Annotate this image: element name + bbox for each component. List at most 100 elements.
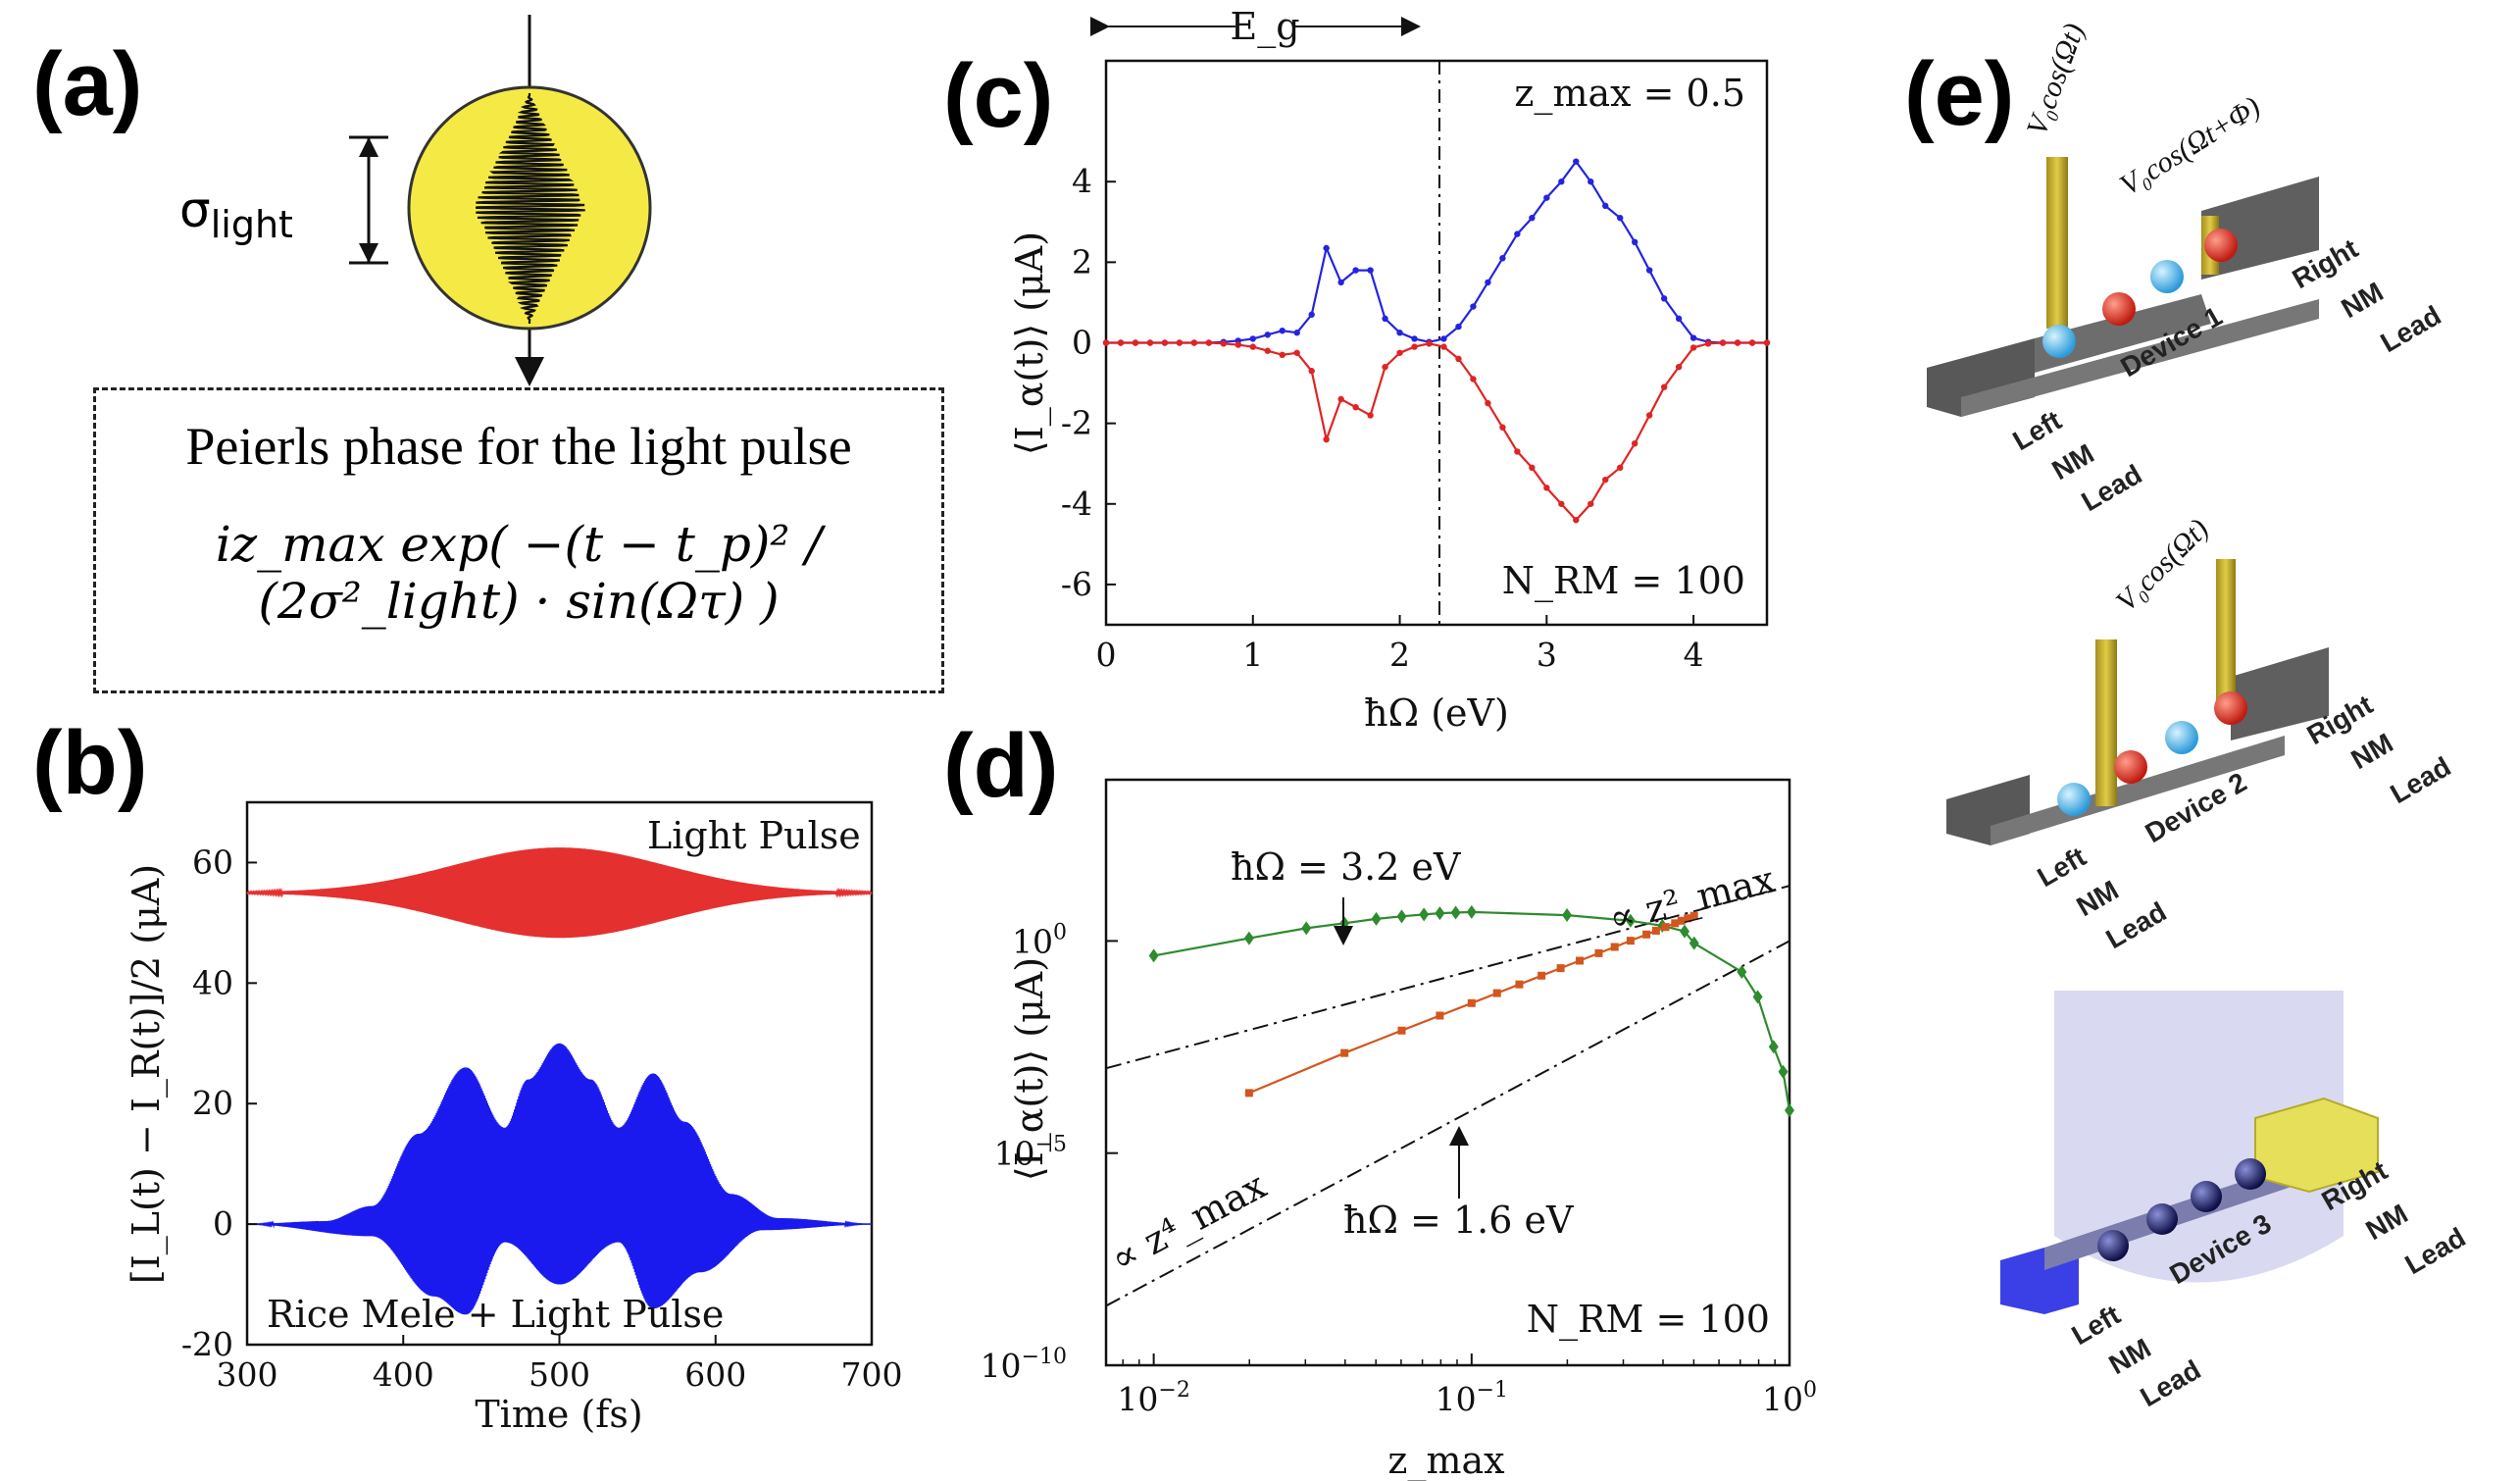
- square-point: [1677, 916, 1686, 925]
- point-I_L: [1645, 267, 1653, 274]
- device-2-left: Left: [2033, 842, 2092, 894]
- series-line: [1153, 910, 1791, 1111]
- diamond-point: [1752, 990, 1763, 1004]
- point-I_R: [1602, 476, 1609, 484]
- panel-c-xlabel: ħΩ (eV): [1364, 691, 1509, 735]
- y-tick-label: -6: [1061, 565, 1092, 603]
- panel-label-d: (d): [943, 716, 1059, 816]
- device-1-nm: NM: [2047, 438, 2099, 486]
- diamond-point: [1396, 909, 1407, 924]
- point-I_R: [1689, 344, 1697, 351]
- x-tick-label: 4: [1684, 636, 1704, 674]
- square-point: [1661, 923, 1670, 932]
- z4-guide-label: ∝ z⁴_max: [1104, 1163, 1274, 1282]
- y-tick-exp: 0: [1053, 920, 1067, 945]
- point-I_R: [1660, 383, 1668, 390]
- point-I_R: [1308, 368, 1315, 375]
- square-point: [1642, 930, 1651, 939]
- panel-b-ticks: 300 400 500 600 700 -20 0 20 40 60: [181, 843, 903, 1394]
- point-I_R: [1264, 347, 1271, 354]
- point-I_L: [1279, 327, 1285, 334]
- point-I_R: [1293, 349, 1300, 356]
- device-1-site-1: [2042, 325, 2076, 358]
- diamond-point: [1419, 907, 1430, 922]
- square-point: [1537, 971, 1546, 980]
- point-I_L: [1293, 330, 1300, 336]
- square-point: [1340, 1048, 1349, 1057]
- point-I_R: [1132, 339, 1139, 346]
- diamond-point: [1625, 913, 1636, 928]
- panel-b-xlabel: Time (fs): [475, 1393, 642, 1436]
- device-1-voltage-2: V₀cos(Ωt+Φ): [2114, 90, 2266, 202]
- square-point: [1594, 948, 1603, 957]
- diamond-point: [1737, 964, 1747, 979]
- point-I_R: [1675, 363, 1683, 371]
- point-I_R: [1411, 343, 1418, 350]
- point-I_L: [1499, 255, 1506, 262]
- square-point: [1244, 1089, 1253, 1098]
- diamond-point: [1688, 936, 1699, 950]
- diamond-point: [1371, 911, 1382, 926]
- point-I_R: [1645, 412, 1653, 419]
- device-2-right-lead: Lead: [2386, 751, 2456, 810]
- sigma-light-label: σlight: [179, 181, 293, 246]
- panel-c-series: [1102, 158, 1771, 524]
- panel-b-ylabel: [I_L(t) − I_R(t)]/2 (μA): [125, 864, 169, 1284]
- diamond-point: [1768, 1040, 1779, 1054]
- diamond-point: [1243, 931, 1254, 945]
- device-1-site-4: [2204, 229, 2238, 262]
- point-I_L: [1660, 295, 1668, 302]
- diamond-point: [1339, 916, 1350, 931]
- x-tick-label: 10−1: [1436, 1378, 1508, 1418]
- y-tick-label: 40: [192, 963, 233, 1001]
- y-tick-label: 60: [192, 843, 233, 881]
- diamond-point: [1680, 924, 1690, 939]
- device-3-light-cone: [2054, 991, 2344, 1283]
- x-tick-label: 1: [1242, 636, 1263, 674]
- device-3-site-4: [2235, 1158, 2266, 1190]
- x-tick-label: 3: [1537, 636, 1557, 674]
- series-line-I_R: [1106, 341, 1767, 522]
- diamond-point: [1562, 908, 1573, 923]
- square-point: [1651, 926, 1660, 935]
- y-tick-label: 2: [1072, 242, 1092, 281]
- annot-3p2ev: ħΩ = 3.2 eV: [1231, 845, 1461, 889]
- device-2-right-nm: NM: [2346, 728, 2398, 776]
- point-I_L: [1264, 332, 1271, 338]
- diamond-point: [1778, 1064, 1789, 1079]
- square-point: [1671, 919, 1680, 928]
- y-tick-label: 10−10: [981, 1345, 1067, 1385]
- point-I_R: [1190, 339, 1198, 346]
- nrm-annotation-c: N_RM = 100: [1502, 559, 1745, 603]
- device-1-site-2: [2102, 292, 2136, 326]
- y-tick-label: -20: [181, 1325, 233, 1363]
- y-tick-label: -4: [1061, 485, 1092, 523]
- point-I_R: [1323, 435, 1330, 443]
- z2-guide-label: ∝ z²_max: [1605, 857, 1780, 941]
- peierls-phase-formula: iz_max exp( −(t − t_p)² / (2σ²_light) · …: [215, 516, 823, 630]
- light-pulse-annotation: Light Pulse: [647, 814, 861, 857]
- panel-label-c: (c): [943, 46, 1054, 146]
- point-I_L: [1440, 335, 1447, 342]
- panel-label-b: (b): [32, 713, 148, 813]
- point-I_R: [1529, 464, 1536, 472]
- device-3: Device 3 Left NM Lead Right NM Lead: [2000, 991, 2471, 1412]
- point-I_L: [1514, 230, 1521, 237]
- x-tick-label: 300: [217, 1355, 278, 1394]
- guide-line: [1105, 885, 1790, 1070]
- eg-label-bg: [1235, 10, 1294, 45]
- point-I_L: [1367, 267, 1374, 274]
- device-2-chain: [1991, 736, 2285, 845]
- point-I_R: [1573, 517, 1580, 524]
- point-I_R: [1220, 340, 1228, 347]
- device-2: V₀cos(Ωt) Device 2 Left NM Lead Right NM…: [1946, 513, 2456, 954]
- device-2-voltage-1: V₀cos(Ωt): [2110, 513, 2215, 618]
- panel-label-e: (e): [1904, 44, 2015, 144]
- light-pulse-signal: [246, 847, 873, 939]
- point-I_L: [1573, 158, 1580, 165]
- device-1-chain: [1961, 299, 2319, 417]
- eg-label: E_g: [1230, 5, 1299, 49]
- y-tick-label: -2: [1061, 404, 1092, 442]
- point-I_R: [1514, 448, 1521, 455]
